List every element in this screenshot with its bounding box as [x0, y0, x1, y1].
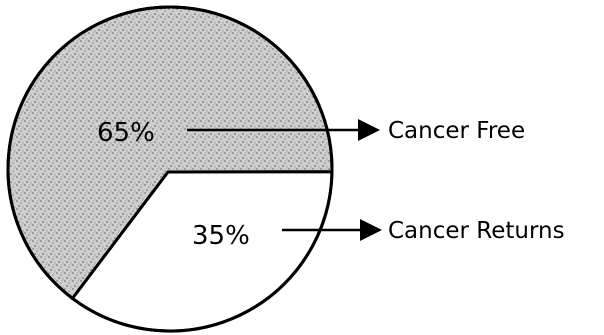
- legend-label-cancer-returns: Cancer Returns: [388, 218, 565, 244]
- callout-arrowhead-cancer-returns: [360, 219, 382, 241]
- legend-label-cancer-free: Cancer Free: [388, 118, 525, 144]
- slice-value-label-cancer-free: 65%: [97, 118, 155, 148]
- pie-outline: [6, 5, 334, 333]
- slice-value-label-cancer-returns: 35%: [192, 221, 250, 251]
- callout-arrowhead-cancer-free: [358, 119, 380, 141]
